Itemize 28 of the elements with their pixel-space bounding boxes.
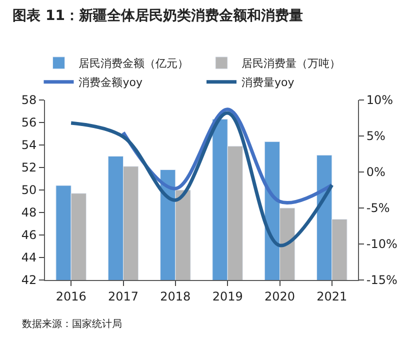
y2-tick-label: 5% — [366, 129, 386, 144]
y2-tick-label: -10% — [366, 237, 398, 252]
y-tick-label: 48 — [21, 206, 37, 220]
legend-label: 消费金额yoy — [78, 76, 143, 90]
line-series — [69, 111, 334, 248]
y2-tick-label: -5% — [366, 201, 390, 216]
y-tick-label: 46 — [21, 228, 37, 242]
y-tick-label: 54 — [21, 138, 37, 152]
y2-tick-label: 0% — [366, 165, 386, 180]
y2-tick-label: 10% — [366, 93, 394, 108]
y2-tick-label: -15% — [366, 273, 398, 288]
legend-label: 消费量yoy — [242, 76, 295, 90]
y-tick-label: 44 — [21, 250, 37, 265]
legend-label: 居民消费金额（亿元） — [78, 57, 189, 70]
x-tick-label: 2016 — [56, 289, 86, 304]
y-tick-label: 42 — [21, 273, 37, 288]
y-tick-label: 56 — [21, 116, 37, 130]
chart-title: 图表 11：新疆全体居民奶类消费金额和消费量 — [12, 7, 303, 24]
x-tick-label: 2019 — [212, 289, 243, 304]
x-tick-label: 2020 — [264, 289, 296, 304]
x-tick-label: 2017 — [108, 289, 139, 304]
y-tick-label: 50 — [21, 183, 37, 198]
y-tick-label: 52 — [21, 160, 37, 175]
legend-label: 居民消费量（万吨） — [242, 57, 340, 70]
source-note: 数据来源：国家统计局 — [22, 318, 122, 330]
x-tick-label: 2018 — [160, 289, 191, 304]
y-tick-label: 58 — [21, 93, 37, 108]
x-tick-label: 2021 — [316, 289, 348, 304]
